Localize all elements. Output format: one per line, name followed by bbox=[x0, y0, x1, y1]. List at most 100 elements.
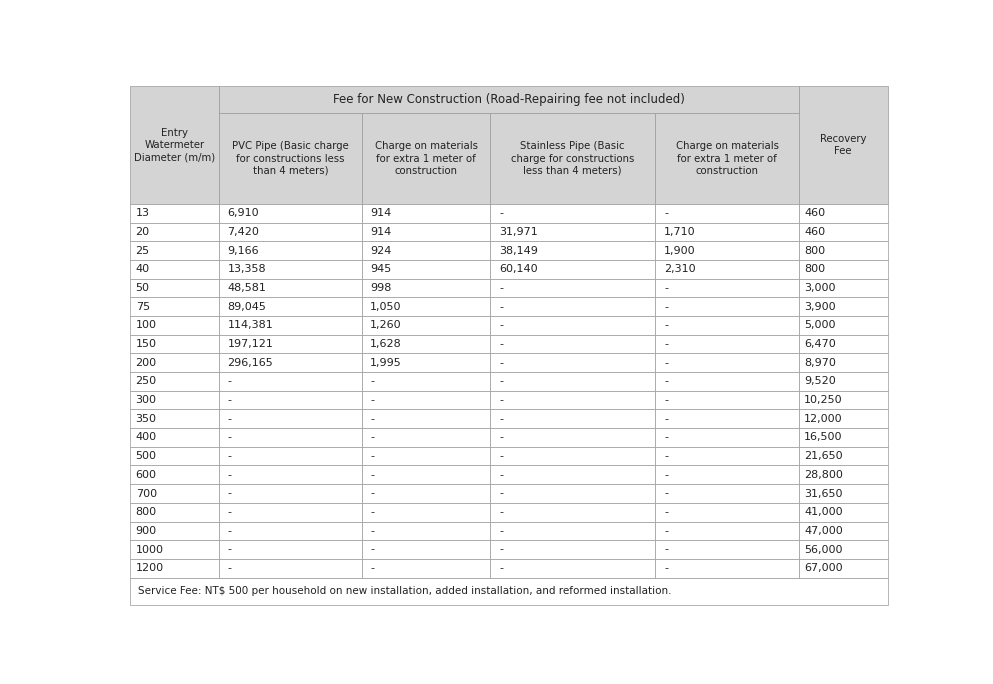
Bar bbox=[655, 521, 799, 540]
Bar bbox=[362, 241, 490, 260]
Text: 100: 100 bbox=[136, 320, 157, 330]
Bar bbox=[655, 316, 799, 334]
Bar bbox=[130, 559, 218, 577]
Text: PVC Pipe (Basic charge
for constructions less
than 4 meters): PVC Pipe (Basic charge for constructions… bbox=[232, 141, 349, 176]
Bar bbox=[362, 503, 490, 521]
Text: -: - bbox=[499, 209, 503, 218]
Bar bbox=[490, 540, 655, 559]
Bar bbox=[218, 428, 362, 447]
Text: -: - bbox=[227, 508, 231, 517]
Bar bbox=[799, 260, 888, 278]
Text: 600: 600 bbox=[136, 470, 157, 480]
Bar bbox=[490, 222, 655, 241]
Bar bbox=[218, 540, 362, 559]
Text: -: - bbox=[227, 376, 231, 386]
Bar bbox=[490, 466, 655, 484]
Text: -: - bbox=[499, 451, 503, 461]
Bar bbox=[362, 354, 490, 372]
Text: -: - bbox=[664, 451, 668, 461]
Bar bbox=[799, 428, 888, 447]
Text: 924: 924 bbox=[370, 246, 391, 256]
Text: 1,710: 1,710 bbox=[664, 227, 696, 237]
Text: -: - bbox=[227, 395, 231, 405]
Text: -: - bbox=[499, 508, 503, 517]
Text: -: - bbox=[227, 526, 231, 536]
Text: -: - bbox=[664, 209, 668, 218]
Bar bbox=[799, 298, 888, 316]
Text: 150: 150 bbox=[136, 339, 157, 349]
Text: 10,250: 10,250 bbox=[804, 395, 843, 405]
Text: -: - bbox=[499, 526, 503, 536]
Bar bbox=[799, 391, 888, 410]
Bar bbox=[655, 222, 799, 241]
Bar bbox=[218, 559, 362, 577]
Bar bbox=[655, 241, 799, 260]
Bar bbox=[218, 447, 362, 466]
Bar bbox=[130, 466, 218, 484]
Text: 7,420: 7,420 bbox=[227, 227, 259, 237]
Bar bbox=[218, 298, 362, 316]
Bar bbox=[799, 410, 888, 428]
Text: -: - bbox=[664, 283, 668, 293]
Text: 1,900: 1,900 bbox=[664, 246, 696, 256]
Text: 998: 998 bbox=[370, 283, 391, 293]
Bar bbox=[799, 540, 888, 559]
Text: 31,650: 31,650 bbox=[804, 488, 843, 499]
Bar bbox=[362, 204, 490, 222]
Text: -: - bbox=[370, 414, 374, 424]
Text: -: - bbox=[499, 414, 503, 424]
Text: -: - bbox=[370, 470, 374, 480]
Bar bbox=[490, 521, 655, 540]
Text: 1200: 1200 bbox=[136, 563, 164, 573]
Text: 38,149: 38,149 bbox=[499, 246, 538, 256]
Text: 1,050: 1,050 bbox=[370, 302, 401, 312]
Text: -: - bbox=[664, 526, 668, 536]
Text: 48,581: 48,581 bbox=[227, 283, 266, 293]
Bar bbox=[218, 466, 362, 484]
Text: 40: 40 bbox=[136, 264, 150, 274]
Bar bbox=[490, 447, 655, 466]
Bar bbox=[218, 503, 362, 521]
Text: 200: 200 bbox=[136, 358, 157, 368]
Bar bbox=[655, 372, 799, 391]
Bar bbox=[130, 222, 218, 241]
Text: 50: 50 bbox=[136, 283, 150, 293]
Text: -: - bbox=[370, 563, 374, 573]
Text: -: - bbox=[499, 320, 503, 330]
Text: -: - bbox=[370, 432, 374, 443]
Bar bbox=[799, 372, 888, 391]
Text: -: - bbox=[370, 526, 374, 536]
Text: 8,970: 8,970 bbox=[804, 358, 836, 368]
Bar bbox=[799, 278, 888, 298]
Bar bbox=[218, 260, 362, 278]
Text: -: - bbox=[664, 376, 668, 386]
Bar bbox=[218, 316, 362, 334]
Text: -: - bbox=[664, 563, 668, 573]
Bar bbox=[130, 484, 218, 503]
Bar bbox=[130, 334, 218, 354]
Text: -: - bbox=[664, 470, 668, 480]
Text: -: - bbox=[499, 544, 503, 555]
Bar bbox=[655, 298, 799, 316]
Bar bbox=[799, 447, 888, 466]
Text: -: - bbox=[664, 544, 668, 555]
Text: -: - bbox=[499, 432, 503, 443]
Bar bbox=[218, 222, 362, 241]
Bar bbox=[362, 559, 490, 577]
Bar bbox=[218, 354, 362, 372]
Text: -: - bbox=[370, 544, 374, 555]
Text: -: - bbox=[499, 302, 503, 312]
Bar bbox=[799, 86, 888, 204]
Bar bbox=[655, 334, 799, 354]
Text: Entry
Watermeter
Diameter (m/m): Entry Watermeter Diameter (m/m) bbox=[134, 128, 215, 163]
Bar bbox=[655, 260, 799, 278]
Bar bbox=[490, 334, 655, 354]
Bar bbox=[362, 428, 490, 447]
Text: -: - bbox=[664, 432, 668, 443]
Bar bbox=[218, 334, 362, 354]
Bar bbox=[799, 466, 888, 484]
Bar bbox=[218, 372, 362, 391]
Bar bbox=[655, 410, 799, 428]
Bar bbox=[799, 222, 888, 241]
Text: Charge on materials
for extra 1 meter of
construction: Charge on materials for extra 1 meter of… bbox=[374, 141, 478, 176]
